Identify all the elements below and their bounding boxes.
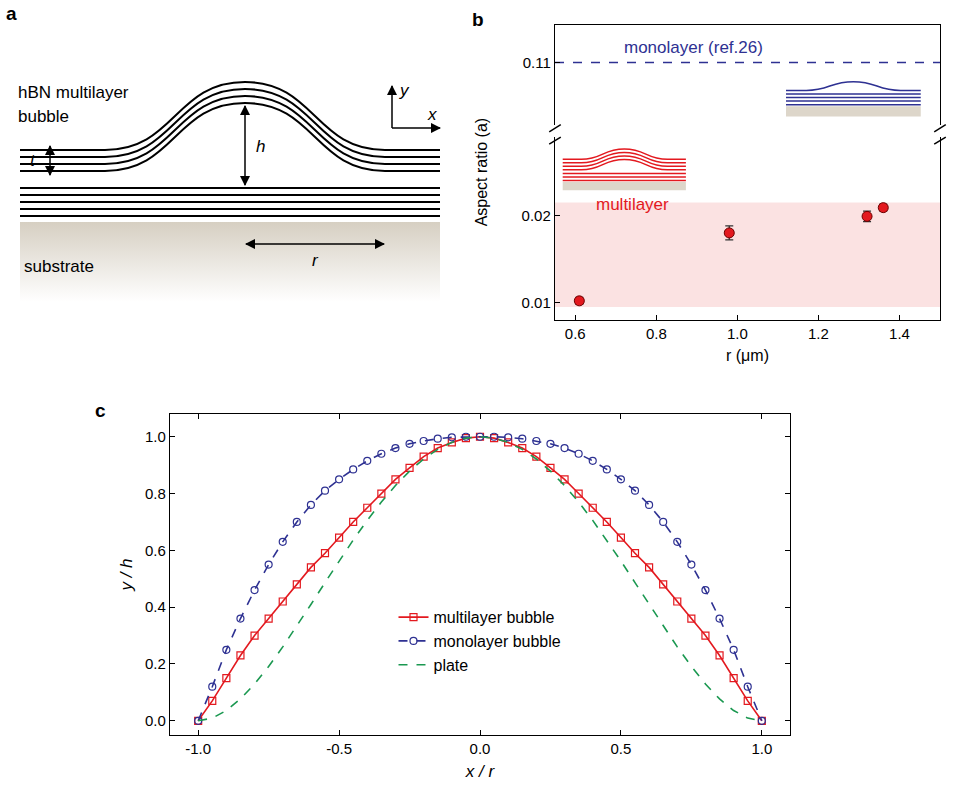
svg-text:r (μm): r (μm) [726, 347, 769, 364]
svg-text:0.0: 0.0 [470, 740, 491, 757]
svg-text:y / h: y / h [117, 558, 136, 591]
svg-text:0.8: 0.8 [646, 325, 667, 342]
svg-text:0.02: 0.02 [522, 207, 551, 224]
svg-text:x: x [427, 105, 437, 124]
svg-text:0.4: 0.4 [145, 598, 166, 615]
svg-text:x / r: x / r [465, 762, 496, 781]
svg-text:1.0: 1.0 [727, 325, 748, 342]
svg-text:r: r [312, 251, 319, 270]
svg-text:a: a [6, 3, 17, 24]
svg-text:-0.5: -0.5 [326, 740, 352, 757]
svg-text:h: h [256, 137, 265, 156]
svg-text:y: y [399, 81, 410, 100]
svg-text:c: c [95, 400, 106, 421]
svg-text:monolayer bubble: monolayer bubble [434, 633, 561, 650]
svg-text:hBN multilayer: hBN multilayer [18, 83, 129, 102]
svg-text:0.5: 0.5 [610, 740, 631, 757]
svg-text:0.6: 0.6 [145, 542, 166, 559]
svg-text:1.0: 1.0 [751, 740, 772, 757]
svg-text:substrate: substrate [24, 257, 94, 276]
svg-text:t: t [30, 151, 36, 170]
svg-text:1.2: 1.2 [808, 325, 829, 342]
svg-text:plate: plate [434, 657, 469, 674]
svg-text:bubble: bubble [18, 107, 69, 126]
svg-text:0.01: 0.01 [522, 294, 551, 311]
svg-text:0.2: 0.2 [145, 655, 166, 672]
svg-text:monolayer (ref.26): monolayer (ref.26) [624, 38, 763, 57]
svg-text:Aspect ratio (a): Aspect ratio (a) [473, 118, 490, 226]
svg-text:0.11: 0.11 [523, 54, 551, 71]
svg-text:b: b [472, 9, 484, 30]
svg-text:-1.0: -1.0 [185, 740, 211, 757]
svg-text:0.6: 0.6 [565, 325, 586, 342]
svg-text:0.0: 0.0 [145, 712, 166, 729]
svg-text:multilayer bubble: multilayer bubble [434, 609, 555, 626]
svg-text:multilayer: multilayer [596, 195, 669, 214]
svg-text:1.0: 1.0 [145, 428, 166, 445]
svg-text:0.8: 0.8 [145, 485, 166, 502]
svg-text:1.4: 1.4 [889, 325, 910, 342]
